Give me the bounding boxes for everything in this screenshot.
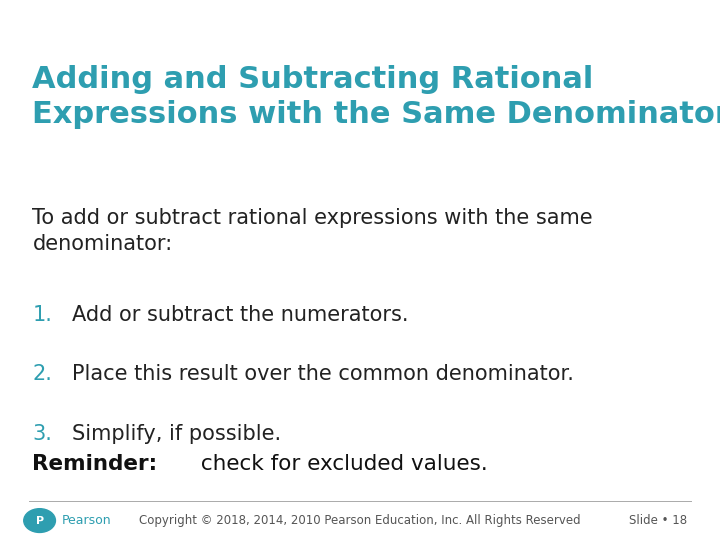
Text: 1.: 1. bbox=[32, 305, 53, 325]
Text: Copyright © 2018, 2014, 2010 Pearson Education, Inc. All Rights Reserved: Copyright © 2018, 2014, 2010 Pearson Edu… bbox=[139, 514, 581, 527]
Text: Pearson: Pearson bbox=[62, 514, 112, 527]
Text: Simplify, if possible.: Simplify, if possible. bbox=[72, 424, 281, 444]
Text: Add or subtract the numerators.: Add or subtract the numerators. bbox=[72, 305, 408, 325]
Text: 2.: 2. bbox=[32, 364, 53, 384]
Text: Slide • 18: Slide • 18 bbox=[629, 514, 688, 527]
Text: To add or subtract rational expressions with the same
denominator:: To add or subtract rational expressions … bbox=[32, 208, 593, 253]
Text: Reminder:: Reminder: bbox=[32, 454, 158, 474]
Text: P: P bbox=[35, 516, 44, 525]
Circle shape bbox=[24, 509, 55, 532]
Text: check for excluded values.: check for excluded values. bbox=[194, 454, 487, 474]
Text: 3.: 3. bbox=[32, 424, 53, 444]
Text: Place this result over the common denominator.: Place this result over the common denomi… bbox=[72, 364, 574, 384]
Text: Adding and Subtracting Rational
Expressions with the Same Denominator: Adding and Subtracting Rational Expressi… bbox=[32, 65, 720, 129]
